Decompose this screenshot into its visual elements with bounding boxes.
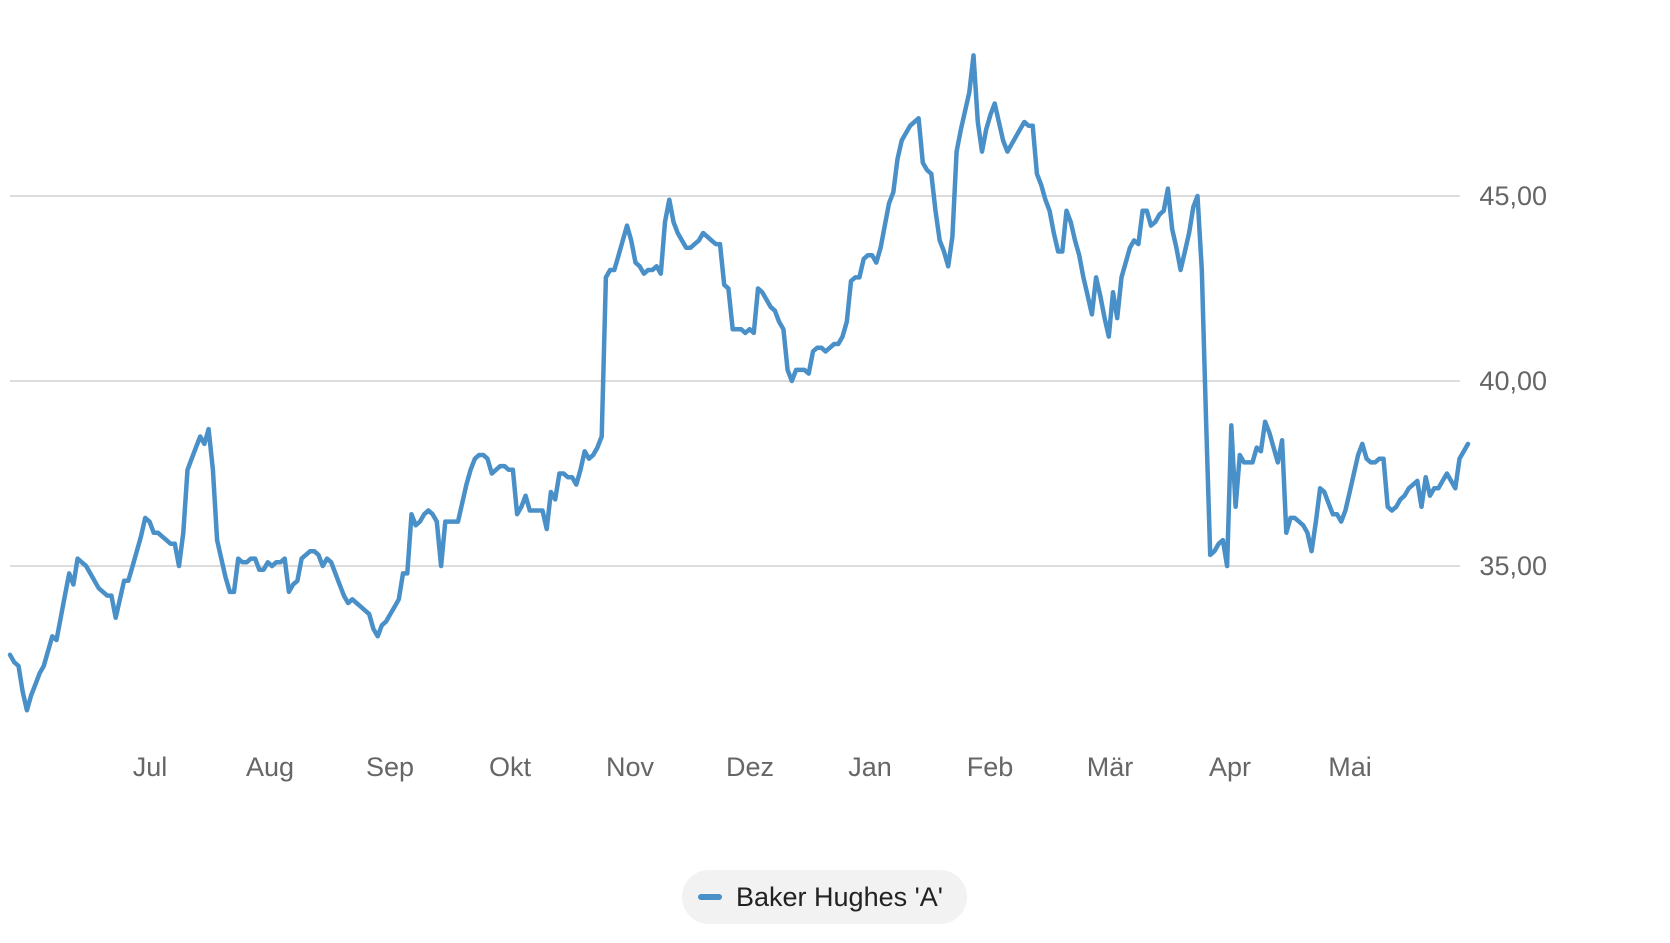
x-tick-label: Nov bbox=[606, 752, 655, 782]
x-tick-label: Sep bbox=[366, 752, 414, 782]
series-layer bbox=[7, 53, 1471, 713]
x-tick-label: Jul bbox=[133, 752, 168, 782]
series-line-baker-hughes[interactable] bbox=[7, 53, 1471, 713]
x-tick-label: Dez bbox=[726, 752, 774, 782]
y-tick-label: 35,00 bbox=[1479, 551, 1547, 581]
x-tick-label: Mai bbox=[1328, 752, 1372, 782]
x-tick-label: Aug bbox=[246, 752, 294, 782]
x-tick-label: Mär bbox=[1087, 752, 1134, 782]
grid-lines bbox=[10, 195, 1460, 567]
x-tick-label: Apr bbox=[1209, 752, 1251, 782]
y-tick-label: 40,00 bbox=[1479, 366, 1547, 396]
x-axis-ticks: Jul Aug Sep Okt Nov Dez Jan Feb Mär Apr Mai bbox=[133, 752, 1372, 782]
x-tick-label: Okt bbox=[489, 752, 532, 782]
legend-swatch bbox=[698, 894, 722, 900]
legend[interactable]: Baker Hughes 'A' bbox=[682, 870, 967, 924]
y-tick-label: 45,00 bbox=[1479, 181, 1547, 211]
legend-label: Baker Hughes 'A' bbox=[736, 881, 943, 912]
x-tick-label: Feb bbox=[967, 752, 1014, 782]
y-axis-ticks: 35,00 40,00 45,00 bbox=[1479, 181, 1547, 581]
x-tick-label: Jan bbox=[848, 752, 892, 782]
